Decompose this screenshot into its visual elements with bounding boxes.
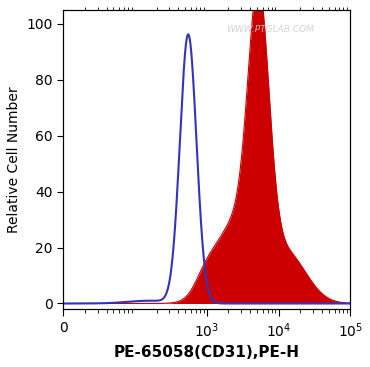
Text: WWW.PTGLAB.COM: WWW.PTGLAB.COM (226, 25, 314, 34)
X-axis label: PE-65058(CD31),PE-H: PE-65058(CD31),PE-H (114, 345, 300, 360)
Y-axis label: Relative Cell Number: Relative Cell Number (7, 86, 21, 233)
